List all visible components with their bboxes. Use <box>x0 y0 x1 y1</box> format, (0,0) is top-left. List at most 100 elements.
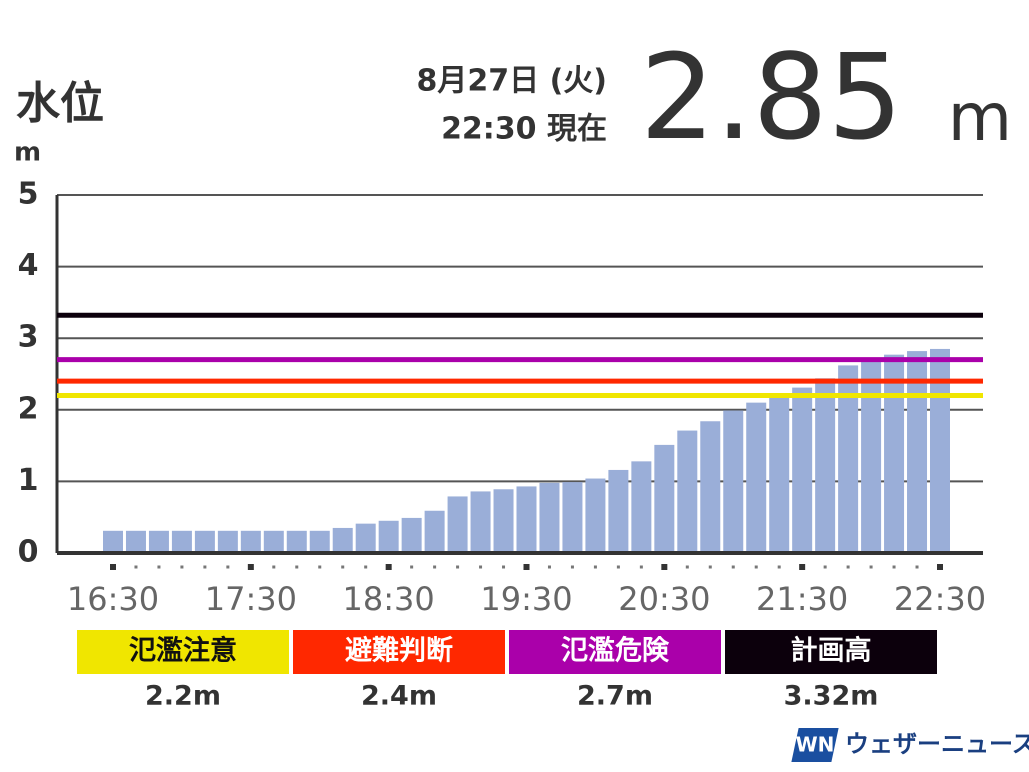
bar <box>608 469 629 553</box>
x-tick-dot <box>272 565 276 569</box>
legend-value: 2.4m <box>361 681 437 712</box>
y-unit: m <box>14 138 41 168</box>
x-tick-label: 21:30 <box>756 580 848 618</box>
bar <box>884 354 905 553</box>
x-tick-dot <box>134 565 138 569</box>
x-tick-dot <box>247 564 254 570</box>
legend-label: 計画高 <box>791 635 872 667</box>
bar <box>516 486 537 553</box>
x-tick-dot <box>364 565 368 569</box>
x-tick-label: 16:30 <box>67 580 159 618</box>
y-tick-label: 2 <box>18 391 39 426</box>
bar <box>424 510 445 553</box>
bar <box>171 530 192 553</box>
bar <box>286 530 307 553</box>
x-tick-label: 22:30 <box>894 580 986 618</box>
x-tick-dot <box>685 565 689 569</box>
bar <box>792 387 813 553</box>
legend-swatch <box>293 630 505 674</box>
bar <box>103 530 123 553</box>
x-tick-label: 19:30 <box>480 580 572 618</box>
bar <box>217 530 238 553</box>
x-tick-label: 20:30 <box>618 580 710 618</box>
bar <box>723 410 744 553</box>
brand: ウェザーニュース <box>845 730 1029 758</box>
bar <box>309 530 330 553</box>
bar <box>930 348 950 553</box>
title: 水位 <box>16 78 104 129</box>
x-tick-dot <box>203 565 207 569</box>
x-tick-dot <box>502 565 506 569</box>
current-value: 2.85 <box>640 28 903 166</box>
bar <box>654 444 675 553</box>
x-tick-dot <box>777 565 781 569</box>
bar <box>861 361 882 553</box>
bar <box>700 421 721 553</box>
x-tick-dot <box>523 564 530 570</box>
x-tick-dot <box>915 565 919 569</box>
x-tick-dot <box>341 565 345 569</box>
date: 8月27日 (火) <box>417 64 608 99</box>
y-tick-label: 4 <box>18 248 39 283</box>
x-tick-dot <box>226 565 230 569</box>
x-tick-dot <box>731 565 735 569</box>
x-tick-dot <box>479 565 483 569</box>
x-tick-dot <box>639 565 643 569</box>
y-tick-label: 0 <box>18 535 39 570</box>
legend-label: 氾濫危険 <box>561 635 670 667</box>
bar <box>263 530 284 553</box>
x-tick-dot <box>593 565 597 569</box>
x-tick-dot <box>937 564 943 570</box>
x-tick-dot <box>547 565 551 569</box>
x-tick-dot <box>799 564 806 570</box>
bar <box>815 378 836 553</box>
bar <box>677 430 698 553</box>
bar <box>240 530 261 553</box>
y-tick-label: 5 <box>18 177 39 212</box>
legend-swatch <box>725 630 937 674</box>
y-tick-label: 3 <box>18 320 39 355</box>
logo: WN <box>791 728 839 762</box>
legend-swatch <box>77 630 289 674</box>
bar <box>746 402 767 553</box>
legend-value: 2.7m <box>577 681 653 712</box>
x-tick-dot <box>433 565 437 569</box>
y-tick-label: 1 <box>18 463 39 498</box>
bar <box>631 461 652 553</box>
x-tick-dot <box>661 564 668 570</box>
time: 22:30 現在 <box>441 112 607 147</box>
x-tick-dot <box>570 565 574 569</box>
bar <box>355 523 376 553</box>
x-tick-dot <box>846 565 850 569</box>
x-tick-dot <box>157 565 161 569</box>
x-tick-dot <box>180 565 184 569</box>
bar <box>493 489 514 553</box>
bar <box>539 482 560 553</box>
bar <box>194 530 215 553</box>
bar <box>125 530 146 553</box>
bar <box>562 482 583 553</box>
bar <box>470 491 491 553</box>
legend-swatch <box>509 630 721 674</box>
bar <box>378 520 399 553</box>
x-tick-dot <box>616 565 620 569</box>
svg-text:WN: WN <box>796 733 835 757</box>
bar <box>585 478 606 553</box>
x-tick-dot <box>410 565 414 569</box>
bar <box>769 394 790 553</box>
legend-value: 3.32m <box>784 681 879 712</box>
bar <box>401 517 422 553</box>
bar <box>332 527 353 553</box>
x-tick-dot <box>385 564 392 570</box>
x-tick-dot <box>869 565 873 569</box>
current-unit: m <box>948 79 1012 156</box>
bar <box>447 496 468 553</box>
bar <box>838 365 859 553</box>
legend-label: 避難判断 <box>345 635 453 667</box>
x-tick-dot <box>892 565 896 569</box>
x-tick-dot <box>823 565 827 569</box>
x-tick-label: 17:30 <box>205 580 297 618</box>
x-tick-dot <box>318 565 322 569</box>
x-tick-dot <box>754 565 758 569</box>
x-tick-dot <box>110 564 116 570</box>
